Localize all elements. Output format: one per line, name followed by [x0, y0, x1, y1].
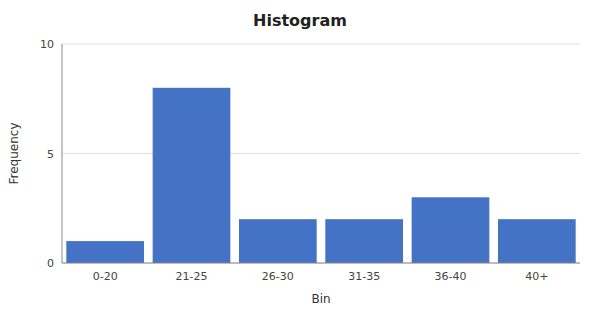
grid-line	[62, 263, 580, 264]
y-tick-label: 0	[47, 257, 54, 270]
x-tick-label: 40+	[525, 270, 548, 283]
bar	[412, 197, 490, 263]
bar	[498, 219, 576, 263]
x-axis-line	[62, 263, 580, 264]
grid-line	[62, 153, 580, 154]
x-tick-label: 26-30	[262, 270, 294, 283]
x-tick-label: 0-20	[93, 270, 118, 283]
x-tick-label: 21-25	[176, 270, 208, 283]
y-tick-label: 10	[40, 38, 54, 51]
bar	[66, 241, 144, 263]
x-tick-label: 31-35	[348, 270, 380, 283]
chart-title: Histogram	[253, 11, 347, 30]
chart-container: Histogram 0 5 10 0-20 21-25 26-30 31-35 36-40 40+…	[0, 0, 600, 315]
grid	[62, 44, 580, 263]
x-axis-label: Bin	[311, 292, 330, 306]
bar	[325, 219, 403, 263]
x-tick-label: 36-40	[435, 270, 467, 283]
chart-svg: Histogram 0 5 10 0-20 21-25 26-30 31-35 36-40 40+…	[0, 0, 600, 315]
bars	[66, 88, 575, 263]
y-axis-label: Frequency	[7, 123, 21, 185]
y-axis-line	[62, 44, 63, 263]
grid-line	[62, 44, 580, 45]
y-tick-label: 5	[47, 148, 54, 161]
bar	[153, 88, 231, 263]
bar	[239, 219, 317, 263]
